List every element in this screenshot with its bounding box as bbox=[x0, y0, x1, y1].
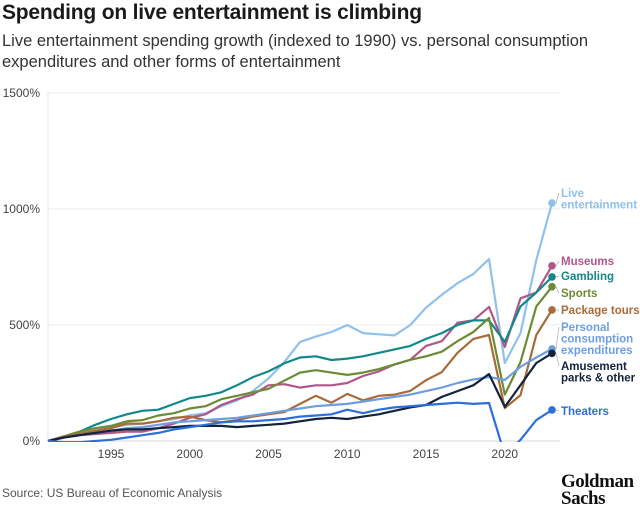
series-label-museums: Museums bbox=[561, 256, 614, 268]
series-label-gambling: Gambling bbox=[561, 271, 614, 283]
series-line-live-entertainment bbox=[47, 202, 554, 442]
series-line-theaters bbox=[47, 401, 553, 442]
series-line-gambling bbox=[47, 276, 553, 442]
leader-line-live-entertainment bbox=[555, 192, 560, 204]
grid bbox=[47, 91, 560, 442]
x-tick-label: 2005 bbox=[255, 447, 282, 461]
series-line-sports bbox=[47, 286, 553, 442]
chart-subtitle: Live entertainment spending growth (inde… bbox=[2, 32, 589, 71]
chart-title: Spending on live entertainment is climbi… bbox=[2, 1, 422, 24]
series-label-theaters: Theaters bbox=[561, 406, 609, 418]
endpoint-live-entertainment bbox=[548, 199, 556, 207]
endpoint-museums bbox=[548, 262, 556, 270]
y-tick-label: 1000% bbox=[3, 202, 41, 216]
endpoint-theaters bbox=[548, 406, 556, 414]
endpoint-amusement-parks-other bbox=[548, 349, 556, 358]
endpoint-gambling bbox=[548, 273, 556, 281]
x-tick-label: 2000 bbox=[176, 447, 203, 461]
series-line-amusement-parks-other bbox=[47, 352, 553, 442]
y-tick-label: 1500% bbox=[3, 86, 41, 100]
leader-line-theaters bbox=[555, 409, 560, 412]
series-lines bbox=[47, 202, 554, 442]
series-line-personal-consumption-expenditures bbox=[47, 347, 553, 442]
series-label-package-tours: Package tours bbox=[561, 305, 640, 317]
x-tick-label: 2010 bbox=[334, 447, 361, 461]
series-label-sports: Sports bbox=[561, 288, 597, 300]
series-labels: Live entertainment Museums Gambling Sports Pa… bbox=[555, 188, 640, 418]
goldman-sachs-logo: Goldman Sachs bbox=[561, 471, 634, 509]
y-axis: 0% 500% 1000% 1500% bbox=[3, 86, 41, 448]
series-line-package-tours bbox=[47, 309, 553, 442]
endpoint-sports bbox=[548, 282, 556, 291]
x-tick-label: 2015 bbox=[413, 447, 440, 461]
source-note: Source: US Bureau of Economic Analysis bbox=[2, 486, 223, 500]
series-label-amusement-parks-other: Amusement parks & other bbox=[561, 361, 636, 385]
series-endpoints bbox=[548, 199, 556, 414]
leader-line-amusement-parks-other bbox=[555, 353, 560, 367]
leader-line-personal-consumption-expenditures bbox=[555, 326, 560, 349]
leader-line-gambling bbox=[555, 275, 560, 278]
x-axis: 1995 2000 2005 2010 2015 2020 bbox=[98, 447, 519, 461]
leader-line-sports bbox=[555, 286, 560, 294]
series-label-personal-consumption-expenditures: Personal consumption expenditures bbox=[561, 322, 633, 357]
endpoint-package-tours bbox=[548, 306, 556, 314]
y-tick-label: 500% bbox=[9, 318, 40, 332]
x-tick-label: 2020 bbox=[491, 447, 518, 461]
leader-line-museums bbox=[555, 260, 560, 267]
y-tick-label: 0% bbox=[23, 434, 41, 448]
series-label-live-entertainment: Live entertainment bbox=[561, 188, 637, 212]
x-tick-label: 1995 bbox=[98, 447, 125, 461]
